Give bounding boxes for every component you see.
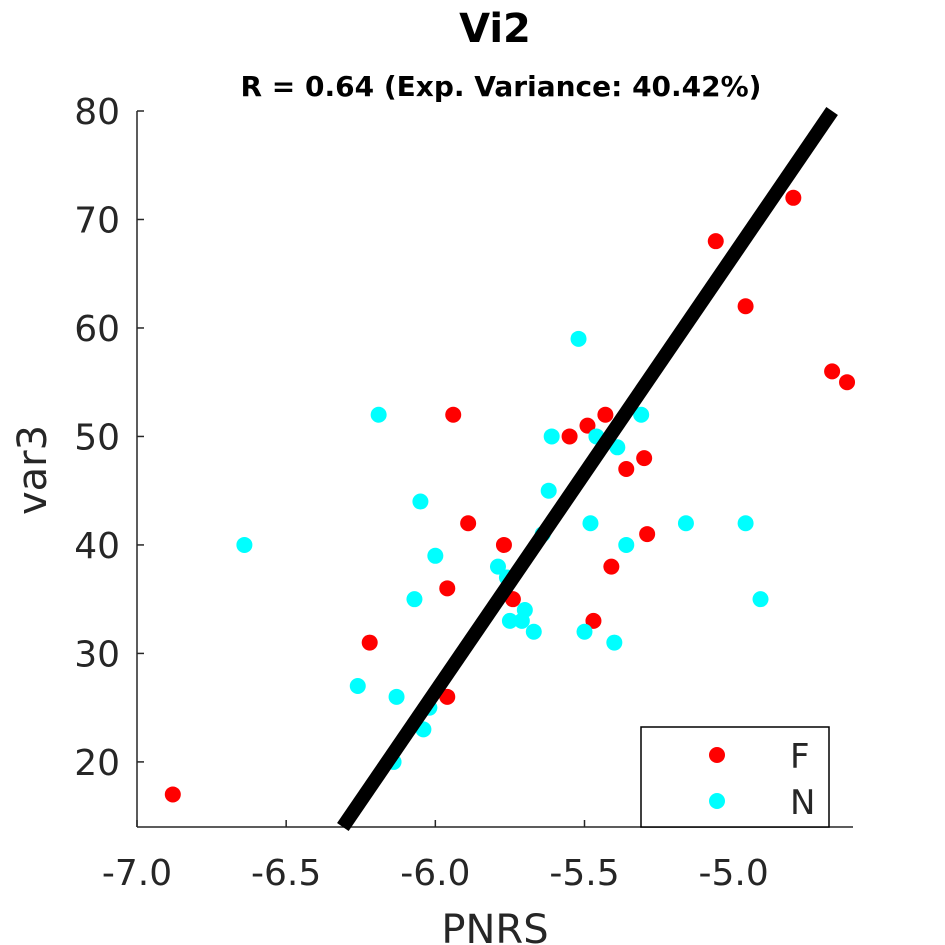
legend-marker-f [709, 747, 725, 763]
data-point-f [164, 786, 181, 803]
data-point-n [349, 677, 366, 694]
regression-line [337, 107, 838, 831]
x-tick-label: -7.0 [102, 853, 172, 894]
y-tick-label: 20 [74, 743, 120, 784]
data-point-n [525, 623, 542, 640]
data-point-n [677, 515, 694, 532]
legend-box [640, 726, 830, 828]
x-tick-label: -6.5 [251, 853, 321, 894]
data-point-f [579, 417, 596, 434]
data-point-n [236, 536, 253, 553]
data-point-f [585, 612, 602, 629]
data-point-n [412, 493, 429, 510]
data-point-f [445, 406, 462, 423]
data-point-n [576, 623, 593, 640]
data-point-n [606, 634, 623, 651]
legend-label-n: N [790, 783, 815, 823]
data-point-f [737, 298, 754, 315]
data-point-f [785, 189, 802, 206]
y-tick-label: 40 [74, 526, 120, 567]
chart-subtitle: R = 0.64 (Exp. Variance: 40.42%) [241, 70, 762, 103]
data-point-f [439, 580, 456, 597]
data-point-f [639, 526, 656, 543]
data-point-n [543, 428, 560, 445]
y-tick-label: 30 [74, 634, 120, 675]
data-point-n [540, 482, 557, 499]
data-point-n [501, 612, 518, 629]
data-point-n [427, 547, 444, 564]
x-axis-label: PNRS [441, 907, 548, 945]
data-point-f [597, 406, 614, 423]
y-tick-label: 70 [74, 200, 120, 241]
y-axis-label: var3 [10, 425, 56, 515]
legend-label-f: F [790, 737, 810, 777]
data-point-f [603, 558, 620, 575]
data-point-f [561, 428, 578, 445]
data-point-f [707, 233, 724, 250]
data-point-n [570, 330, 587, 347]
y-tick-label: 80 [74, 92, 120, 133]
data-point-n [370, 406, 387, 423]
data-point-n [737, 515, 754, 532]
data-point-f [495, 536, 512, 553]
y-tick-label: 60 [74, 309, 120, 350]
data-point-f [839, 374, 856, 391]
legend: F N [640, 726, 830, 828]
data-point-n [489, 558, 506, 575]
data-point-f [460, 515, 477, 532]
x-tick-label: -5.0 [699, 853, 769, 894]
data-point-f [439, 688, 456, 705]
data-point-n [388, 688, 405, 705]
data-point-n [582, 515, 599, 532]
plot-area: -7.0 -6.5 -6.0 -5.5 -5.0 20 30 40 50 60 70 80 [74, 92, 856, 894]
data-point-n [618, 536, 635, 553]
chart-title: Vi2 [459, 6, 531, 52]
legend-marker-n [709, 793, 725, 809]
data-point-f [636, 450, 653, 467]
x-tick-label: -6.0 [400, 853, 470, 894]
data-point-n [516, 602, 533, 619]
data-point-n [406, 591, 423, 608]
data-point-f [824, 363, 841, 380]
data-point-n [633, 406, 650, 423]
data-point-f [361, 634, 378, 651]
data-point-f [618, 461, 635, 477]
y-tick-label: 50 [74, 417, 120, 458]
data-point-n [752, 591, 769, 608]
x-tick-label: -5.5 [549, 853, 619, 894]
